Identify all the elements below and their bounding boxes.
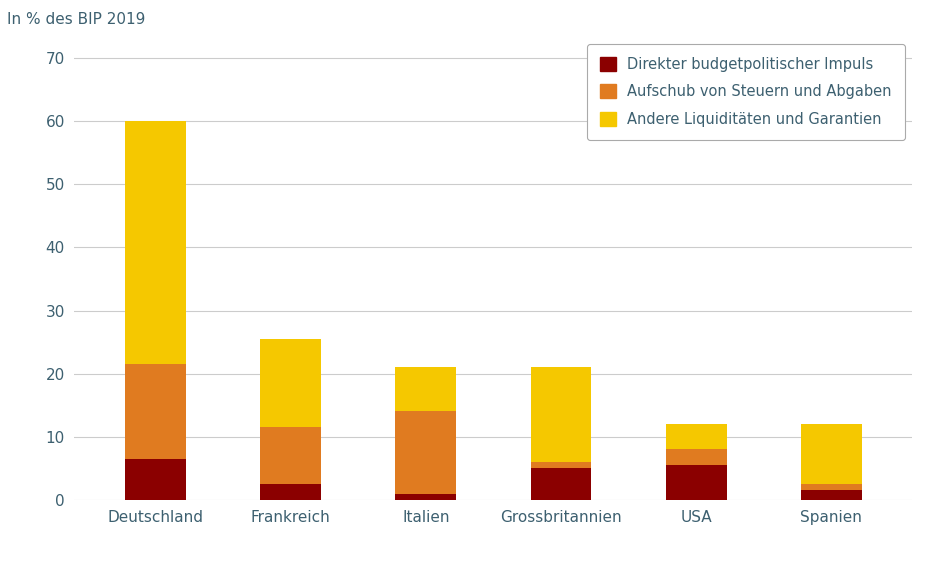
Bar — [801, 424, 862, 484]
Bar — [666, 424, 726, 449]
Bar — [531, 367, 591, 462]
Bar — [125, 459, 186, 500]
Bar — [666, 465, 726, 500]
Bar — [531, 462, 591, 468]
Bar — [396, 411, 456, 494]
Bar — [261, 427, 321, 484]
Bar — [666, 449, 726, 465]
Text: In % des BIP 2019: In % des BIP 2019 — [7, 12, 146, 27]
Bar — [396, 367, 456, 411]
Bar — [531, 468, 591, 500]
Bar — [261, 484, 321, 500]
Bar — [125, 364, 186, 459]
Legend: Direkter budgetpolitischer Impuls, Aufschub von Steuern und Abgaben, Andere Liqu: Direkter budgetpolitischer Impuls, Aufsc… — [587, 44, 905, 140]
Bar — [801, 484, 862, 490]
Bar — [261, 339, 321, 427]
Bar — [396, 494, 456, 500]
Bar — [125, 121, 186, 364]
Bar — [801, 490, 862, 500]
